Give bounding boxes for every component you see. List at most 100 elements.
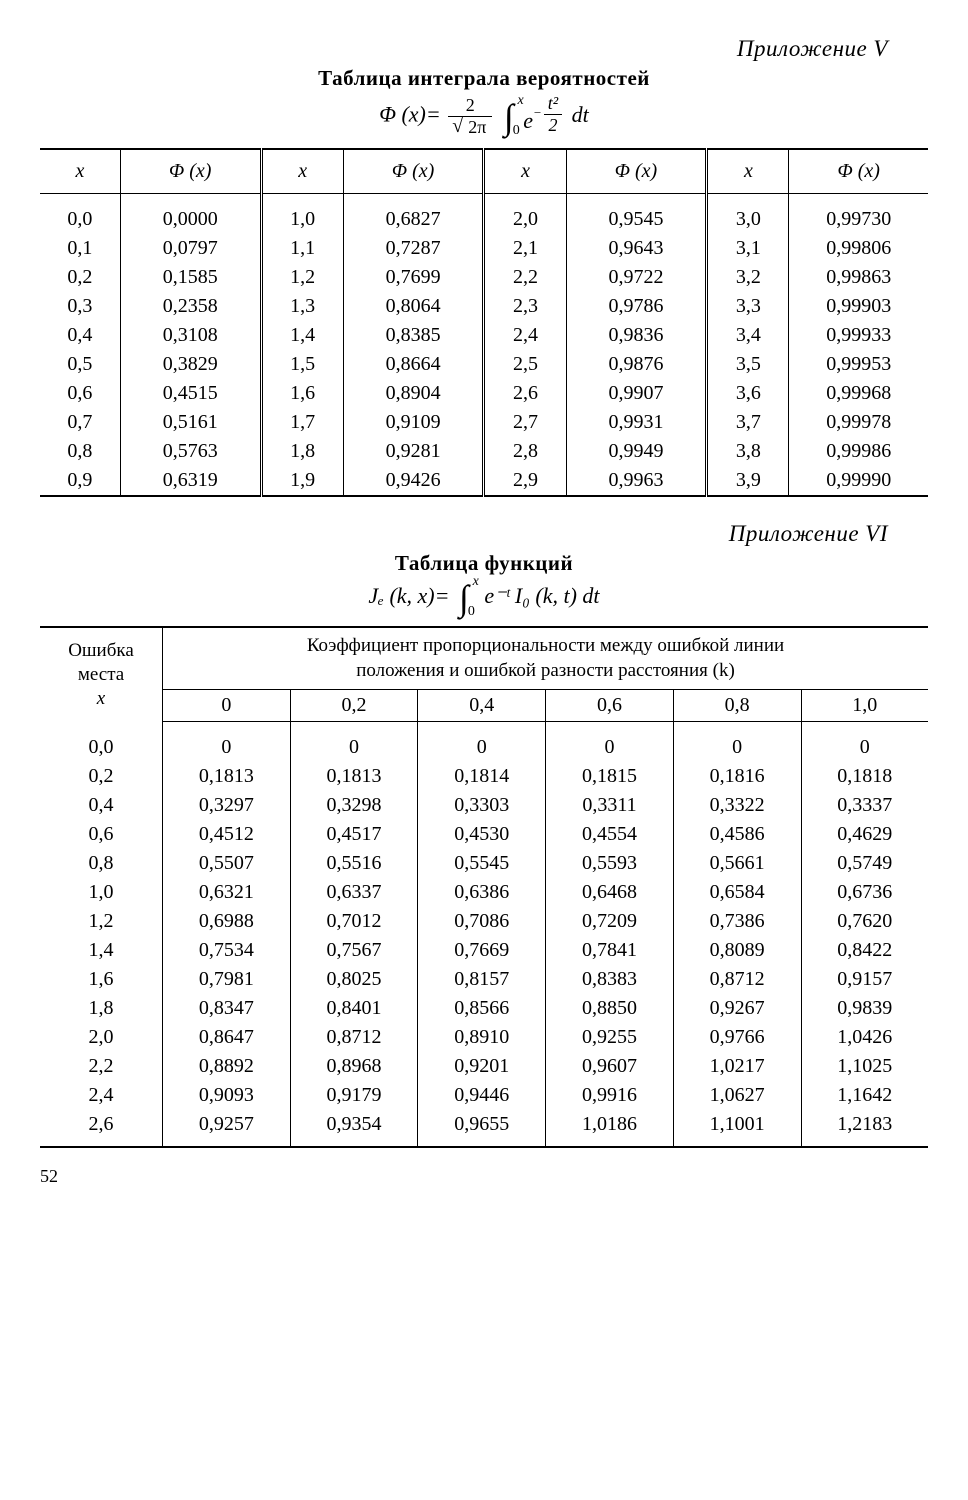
- table1-x-cell: 2,4: [484, 321, 566, 350]
- table2-value-cell: 0,5661: [673, 849, 801, 878]
- table2-value-cell: 0,6337: [290, 878, 418, 907]
- integral-sign-2: x ∫ 0: [459, 580, 469, 616]
- table2-row: 1,20,69880,70120,70860,72090,73860,7620: [40, 907, 928, 936]
- table1-phi-cell: 0,9876: [566, 350, 707, 379]
- table1-x-cell: 1,1: [261, 234, 343, 263]
- table2-value-cell: 0,9179: [290, 1081, 418, 1110]
- table1-row: 0,30,23581,30,80642,30,97863,30,99903: [40, 292, 928, 321]
- table2-value-cell: 0: [546, 722, 674, 763]
- table2-value-cell: 0,4530: [418, 820, 546, 849]
- table2-value-cell: 0,9655: [418, 1110, 546, 1147]
- col-x-1: x: [40, 149, 120, 194]
- table1-phi-cell: 0,9426: [343, 466, 484, 496]
- table2-formula: Jₑ (k, x)= x ∫ 0 e⁻ᵗ I₀ (k, t) dt: [40, 580, 928, 616]
- table2-value-cell: 1,1025: [801, 1052, 928, 1081]
- table1-header-row: x Φ (x) x Φ (x) x Φ (x) x Φ (x): [40, 149, 928, 194]
- table2-value-cell: 0,4512: [163, 820, 291, 849]
- table1-row: 0,80,57631,80,92812,80,99493,80,99986: [40, 437, 928, 466]
- table1-x-cell: 1,0: [261, 194, 343, 235]
- table1-x-cell: 2,5: [484, 350, 566, 379]
- table2-value-cell: 0,8401: [290, 994, 418, 1023]
- table2-x-cell: 2,2: [40, 1052, 163, 1081]
- table1-phi-cell: 0,6827: [343, 194, 484, 235]
- table2-value-cell: 0,8712: [290, 1023, 418, 1052]
- table1-phi-cell: 0,8904: [343, 379, 484, 408]
- table2-value-cell: 0,9267: [673, 994, 801, 1023]
- table1-phi-cell: 0,5763: [120, 437, 261, 466]
- table1-phi-cell: 0,9786: [566, 292, 707, 321]
- table2-value-cell: 0,1813: [163, 762, 291, 791]
- table1-phi-cell: 0,9643: [566, 234, 707, 263]
- k-col-3: 0,6: [546, 690, 674, 722]
- formula-exponent: e−t²2: [523, 95, 564, 138]
- table1-formula: Φ (x)= 2 2π x ∫ 0 e−t²2 dt: [40, 95, 928, 138]
- col-x-2: x: [261, 149, 343, 194]
- table1-phi-cell: 0,9931: [566, 408, 707, 437]
- table2-x-cell: 2,6: [40, 1110, 163, 1147]
- table2-value-cell: 0,9157: [801, 965, 928, 994]
- table2-row: 1,40,75340,75670,76690,78410,80890,8422: [40, 936, 928, 965]
- table2-value-cell: 0,3303: [418, 791, 546, 820]
- table2-value-cell: 0,7209: [546, 907, 674, 936]
- table2-value-cell: 1,1001: [673, 1110, 801, 1147]
- integral-sign: x ∫ 0: [504, 99, 514, 135]
- table1-row: 0,90,63191,90,94262,90,99633,90,99990: [40, 466, 928, 496]
- k-col-2: 0,4: [418, 690, 546, 722]
- table1-phi-cell: 0,9963: [566, 466, 707, 496]
- table2-value-cell: 0,7386: [673, 907, 801, 936]
- formula-label: Φ (x)=: [379, 102, 441, 127]
- table2-value-cell: 0: [163, 722, 291, 763]
- table2-row: 2,40,90930,91790,94460,99161,06271,1642: [40, 1081, 928, 1110]
- table1-row: 0,70,51611,70,91092,70,99313,70,99978: [40, 408, 928, 437]
- table1-x-cell: 0,8: [40, 437, 120, 466]
- table2-row: 2,00,86470,87120,89100,92550,97661,0426: [40, 1023, 928, 1052]
- table2-header-row2: 0 0,2 0,4 0,6 0,8 1,0: [40, 690, 928, 722]
- table2-value-cell: 0,9839: [801, 994, 928, 1023]
- appendix-6-heading: Приложение VI: [40, 521, 888, 547]
- table1-phi-cell: 0,9836: [566, 321, 707, 350]
- table2-row: 2,60,92570,93540,96551,01861,10011,2183: [40, 1110, 928, 1147]
- col-phi-2: Φ (x): [343, 149, 484, 194]
- probability-integral-table: x Φ (x) x Φ (x) x Φ (x) x Φ (x) 0,00,000…: [40, 148, 928, 497]
- col-phi-3: Φ (x): [566, 149, 707, 194]
- table1-x-cell: 1,4: [261, 321, 343, 350]
- table2-row: 1,60,79810,80250,81570,83830,87120,9157: [40, 965, 928, 994]
- table2-row: 0,80,55070,55160,55450,55930,56610,5749: [40, 849, 928, 878]
- table2-value-cell: 0,4517: [290, 820, 418, 849]
- table2-value-cell: 0,9354: [290, 1110, 418, 1147]
- table2-value-cell: 0: [290, 722, 418, 763]
- table1-phi-cell: 0,0000: [120, 194, 261, 235]
- table2-value-cell: 0,6988: [163, 907, 291, 936]
- table2-value-cell: 0,7981: [163, 965, 291, 994]
- table2-value-cell: 0,9257: [163, 1110, 291, 1147]
- table2-value-cell: 0,6584: [673, 878, 801, 907]
- table2-row: 0,0000000: [40, 722, 928, 763]
- k-col-0: 0: [163, 690, 291, 722]
- table1-x-cell: 1,7: [261, 408, 343, 437]
- table2-x-cell: 0,6: [40, 820, 163, 849]
- table1-phi-cell: 0,9545: [566, 194, 707, 235]
- table2-value-cell: 0,8566: [418, 994, 546, 1023]
- col-x-4: x: [707, 149, 789, 194]
- table2-x-cell: 0,8: [40, 849, 163, 878]
- table1-phi-cell: 0,8664: [343, 350, 484, 379]
- table1-x-cell: 1,8: [261, 437, 343, 466]
- spanhead-k: Коэффициент пропорциональности между оши…: [163, 627, 929, 690]
- table1-phi-cell: 0,8385: [343, 321, 484, 350]
- table2-value-cell: 1,0426: [801, 1023, 928, 1052]
- table2-row: 0,20,18130,18130,18140,18150,18160,1818: [40, 762, 928, 791]
- table1-row: 0,40,31081,40,83852,40,98363,40,99933: [40, 321, 928, 350]
- table1-x-cell: 2,9: [484, 466, 566, 496]
- table1-phi-cell: 0,6319: [120, 466, 261, 496]
- table2-value-cell: 0,7669: [418, 936, 546, 965]
- table1-x-cell: 3,6: [707, 379, 789, 408]
- table1-phi-cell: 0,3108: [120, 321, 261, 350]
- table1-x-cell: 3,2: [707, 263, 789, 292]
- table1-x-cell: 0,0: [40, 194, 120, 235]
- table2-value-cell: 0,9255: [546, 1023, 674, 1052]
- table1-phi-cell: 0,9722: [566, 263, 707, 292]
- table2-value-cell: 0,3337: [801, 791, 928, 820]
- table1-x-cell: 3,1: [707, 234, 789, 263]
- table1-x-cell: 3,0: [707, 194, 789, 235]
- table1-x-cell: 1,6: [261, 379, 343, 408]
